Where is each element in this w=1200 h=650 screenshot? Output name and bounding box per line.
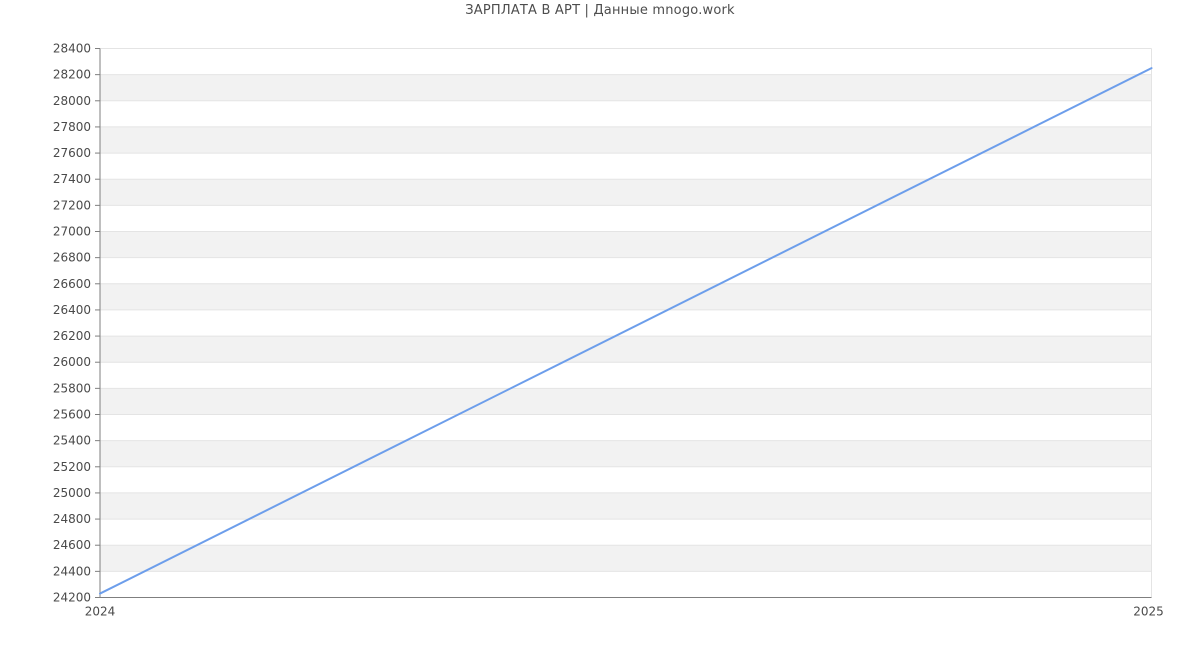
plot-band <box>100 179 1152 206</box>
y-tick-label: 25800 <box>53 381 91 395</box>
y-tick-label: 27400 <box>53 172 91 186</box>
y-tick-label: 26600 <box>53 277 91 291</box>
y-tick-label: 25600 <box>53 408 91 422</box>
salary-series-line <box>99 67 1153 595</box>
plot-band <box>100 440 1152 467</box>
plot-band <box>100 336 1152 363</box>
y-tick-label: 24600 <box>53 538 91 552</box>
y-tick-label: 25400 <box>53 434 91 448</box>
plot-band <box>100 388 1152 415</box>
y-tick-label: 28000 <box>53 94 91 108</box>
y-tick-label: 26000 <box>53 355 91 369</box>
x-tick-label: 2025 <box>1133 605 1164 619</box>
plot-band <box>100 283 1152 310</box>
y-tick-label: 26800 <box>53 251 91 265</box>
y-tick-label: 24200 <box>53 591 91 605</box>
x-tick-label: 2024 <box>85 605 116 619</box>
y-tick-label: 28400 <box>53 42 91 56</box>
y-tick-label: 26200 <box>53 329 91 343</box>
y-tick-label: 27200 <box>53 198 91 212</box>
y-tick-label: 25200 <box>53 460 91 474</box>
y-tick-label: 28200 <box>53 68 91 82</box>
chart-title: ЗАРПЛАТА В АРТ | Данные mnogo.work <box>465 3 735 18</box>
plot-band <box>100 74 1152 101</box>
plot-band <box>100 545 1152 572</box>
y-tick-label: 27600 <box>53 146 91 160</box>
y-tick-label: 27800 <box>53 120 91 134</box>
plot-band <box>100 126 1152 154</box>
plot-band <box>100 231 1152 258</box>
y-tick-label: 25000 <box>53 486 91 500</box>
y-tick-label: 27000 <box>53 225 91 239</box>
y-tick-label: 26400 <box>53 303 91 317</box>
y-tick-label: 24800 <box>53 512 91 526</box>
y-tick-label: 24400 <box>53 564 91 578</box>
